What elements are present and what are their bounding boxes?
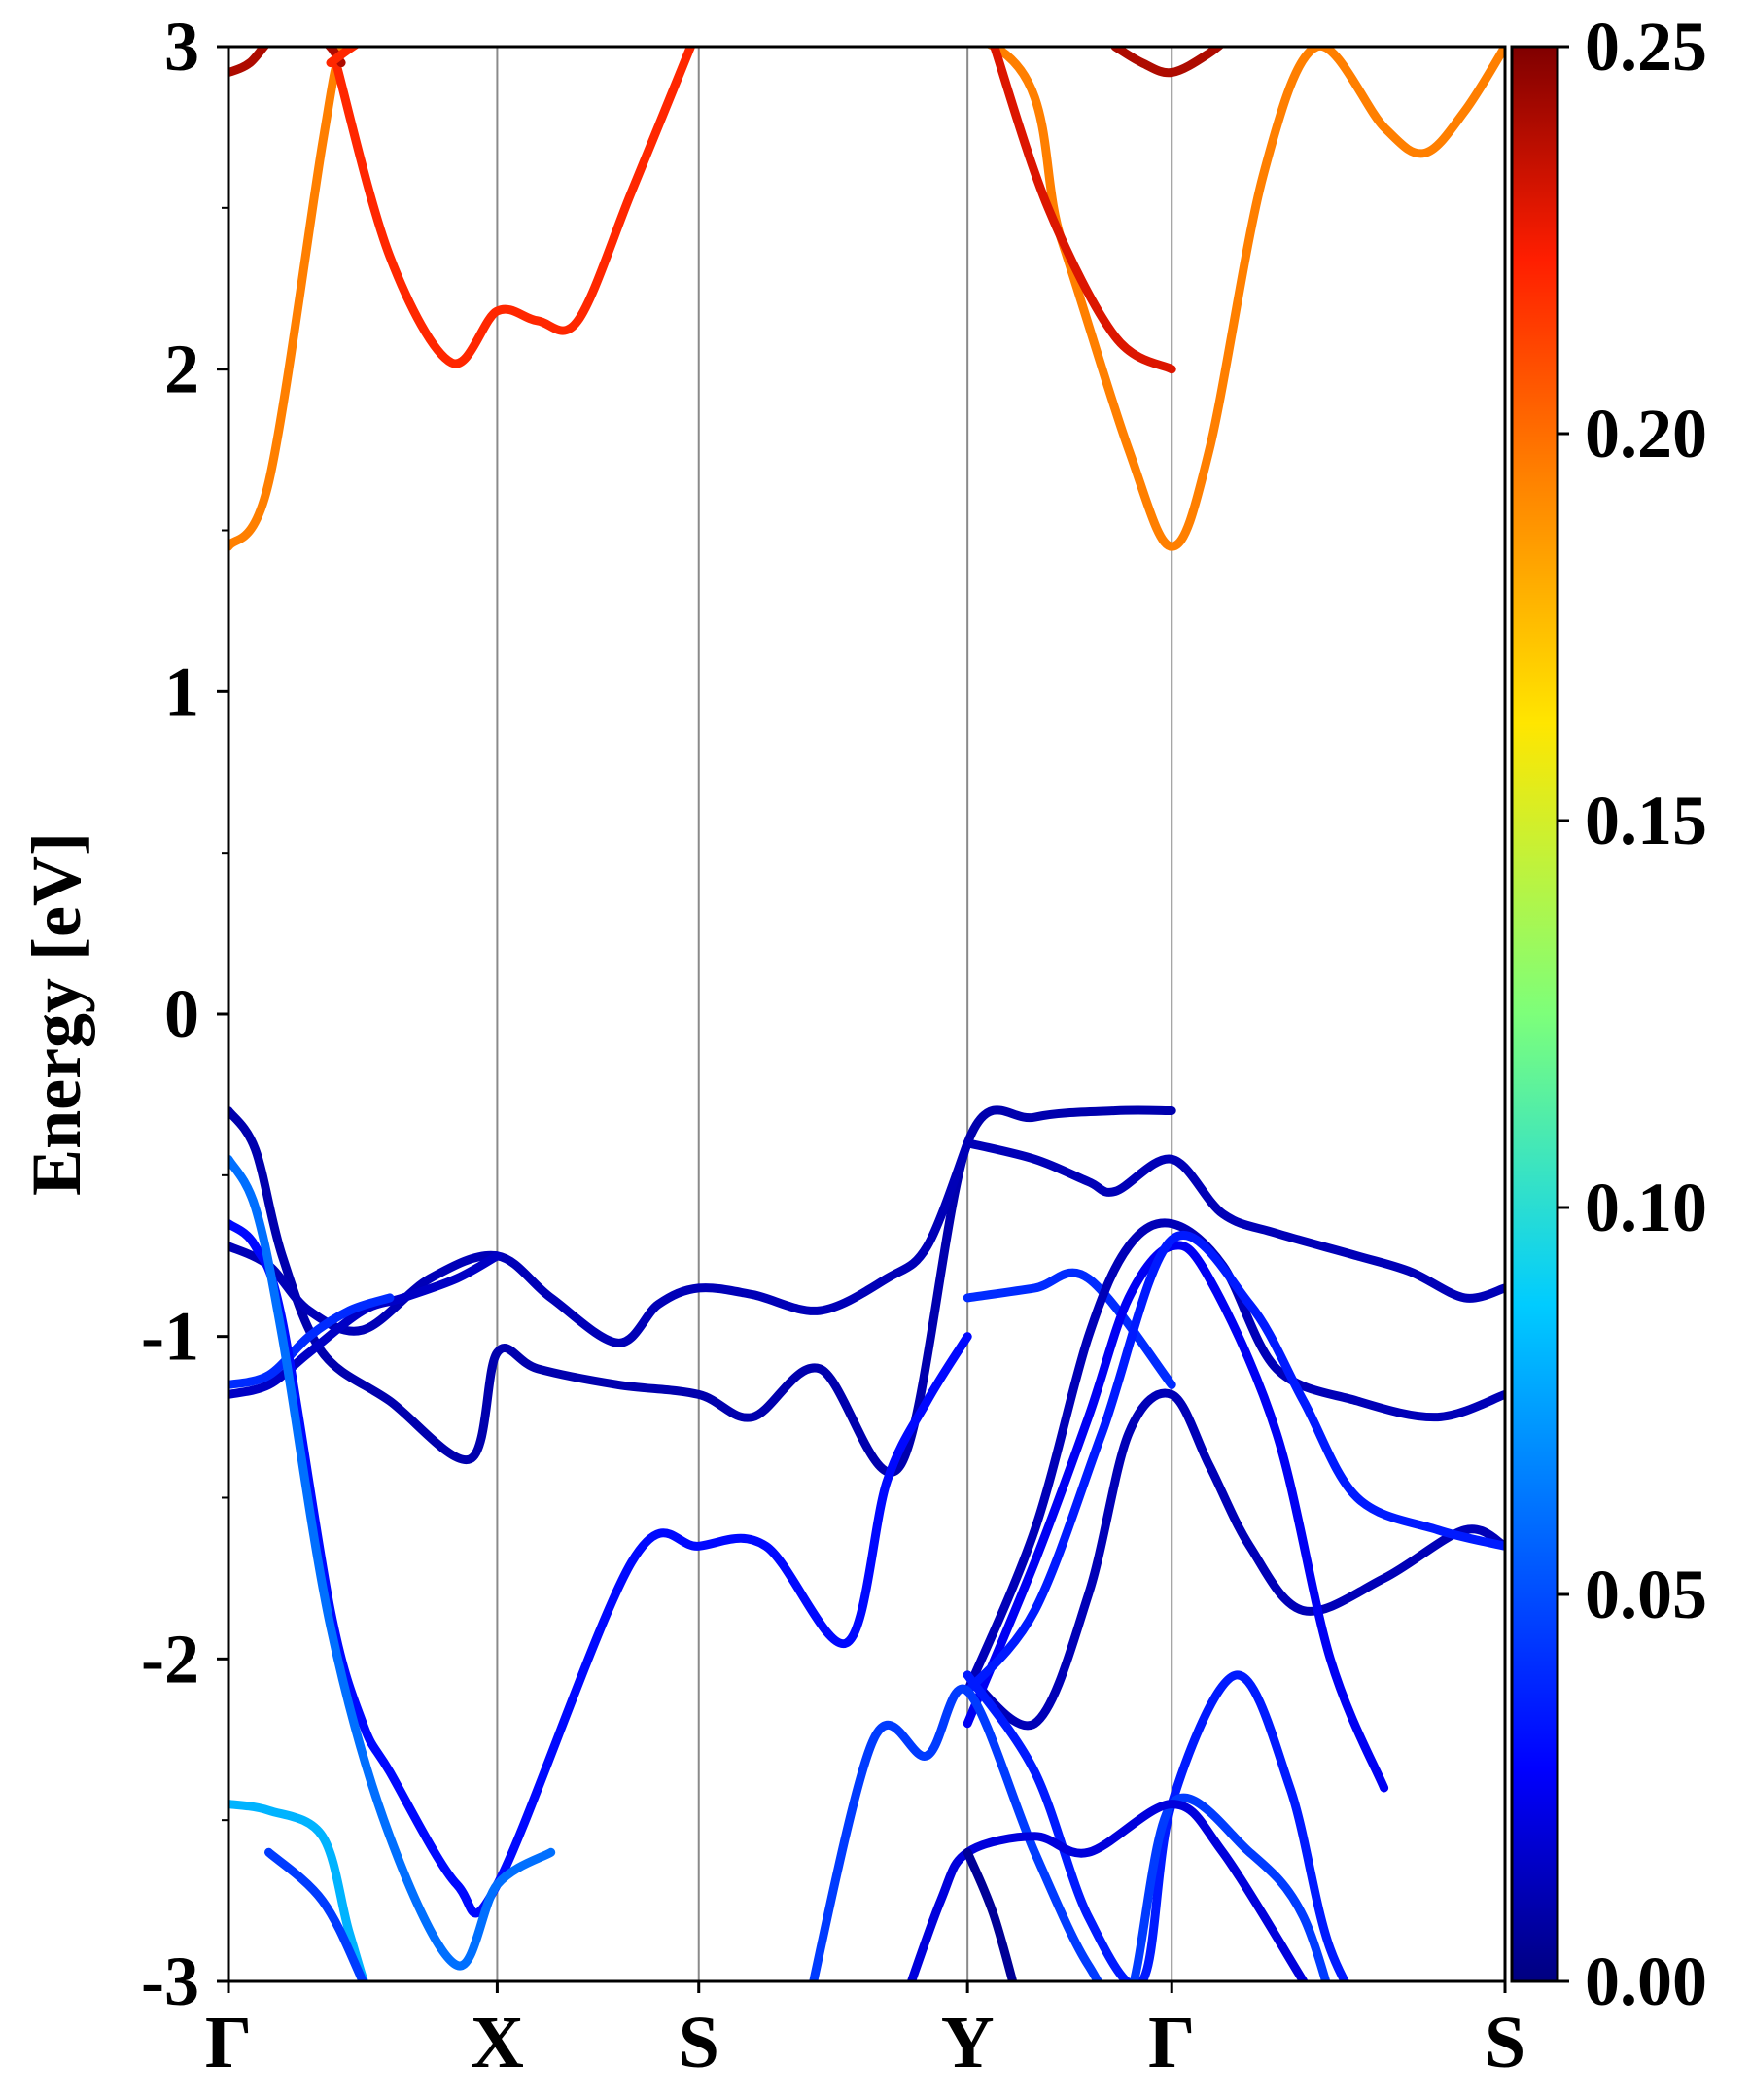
band-vb8 bbox=[264, 1847, 368, 1981]
colorbar-tick-label: 0.05 bbox=[1585, 1556, 1707, 1633]
y-tick-label: 0 bbox=[164, 975, 199, 1053]
x-tick-label: S bbox=[679, 2002, 719, 2083]
y-tick-label: 3 bbox=[164, 8, 199, 86]
band-cb2 bbox=[332, 47, 695, 368]
band-vb6 bbox=[228, 1154, 556, 1971]
x-tick-label: Y bbox=[941, 2002, 995, 2083]
band-cb3 bbox=[228, 47, 346, 77]
band-vb12 bbox=[962, 1218, 1505, 1696]
y-axis: 3 2 1 0 -1 -2 -3 bbox=[141, 8, 228, 2020]
band-vb16 bbox=[809, 1684, 1331, 1981]
band-vb14 bbox=[962, 1231, 1505, 1696]
band-cb1 bbox=[228, 47, 1505, 551]
band-cb4 bbox=[326, 47, 361, 68]
kpoint-divider-lines bbox=[496, 47, 1173, 1981]
colorbar-tick-label: 0.20 bbox=[1585, 395, 1707, 472]
band-vb11 bbox=[962, 1388, 1505, 1731]
x-tick-label: Γ bbox=[1148, 2002, 1195, 2083]
band-vb10 bbox=[962, 1268, 1176, 1389]
band-cb6 bbox=[1110, 47, 1225, 78]
colorbar-tick-label: 0.00 bbox=[1585, 1942, 1707, 2020]
colorbar bbox=[1510, 45, 1559, 1983]
band-vb18 bbox=[962, 1847, 1018, 1981]
x-tick-label: S bbox=[1485, 2002, 1525, 2083]
band-vb3 bbox=[228, 1251, 502, 1399]
y-tick-label: -1 bbox=[141, 1298, 199, 1376]
x-tick-label: Γ bbox=[205, 2002, 252, 2083]
plot-frame bbox=[227, 45, 1507, 1983]
colorbar-tick-label: 0.25 bbox=[1585, 8, 1707, 86]
colorbar-tick-label: 0.15 bbox=[1585, 782, 1707, 859]
y-tick-label: -2 bbox=[141, 1620, 199, 1698]
band-vb4 bbox=[228, 1293, 395, 1389]
colorbar-tick-label: 0.10 bbox=[1585, 1169, 1707, 1246]
y-tick-label: 1 bbox=[164, 652, 199, 730]
y-tick-label: -3 bbox=[141, 1942, 199, 2020]
colorbar-axis: 0.25 0.20 0.15 0.10 0.05 0.00 bbox=[1558, 8, 1707, 2020]
band-cb5 bbox=[990, 47, 1176, 374]
y-tick-label: 2 bbox=[164, 331, 199, 408]
band-lines bbox=[228, 47, 1505, 1981]
band-vb1 bbox=[228, 1105, 1176, 1477]
band-vb17 bbox=[906, 1800, 1309, 1981]
band-vb9 bbox=[962, 1138, 1505, 1303]
band-vb13 bbox=[962, 1241, 1389, 1793]
x-tick-label: X bbox=[471, 2002, 524, 2083]
y-axis-label: Energy [eV] bbox=[18, 832, 95, 1196]
band-vb7 bbox=[228, 1800, 369, 1981]
band-vb15 bbox=[962, 1670, 1350, 1981]
